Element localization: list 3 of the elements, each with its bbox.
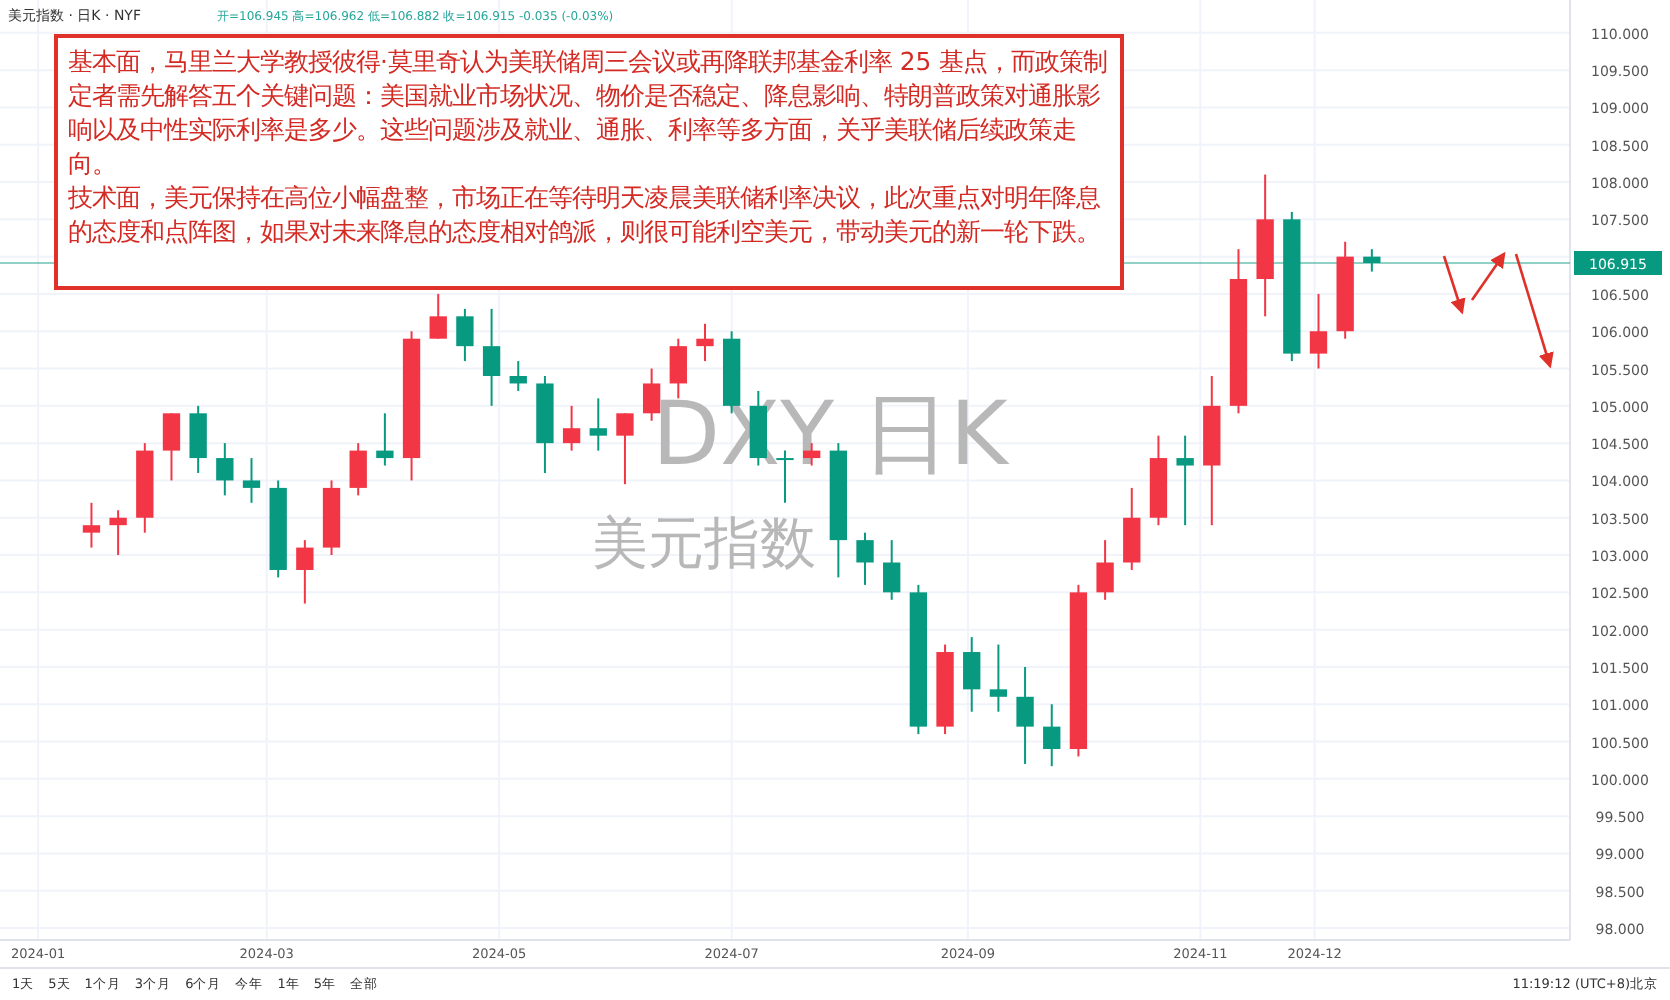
annotation: 美元指数 xyxy=(592,510,816,576)
annotation: 基本面，马里兰大学教授彼得·莫里奇认为美联储周三会议或再降联邦基金利率 25 基点，而政策制定者需先解答五个关键问题：美国就业市场状况、物价是否稳定、降息影响、特朗普政策对通胀影响以及中性实际利率是多少。这些问题涉及就业、通胀、利率等多方面，关乎美联储后续政策走向。 xyxy=(68,44,1110,180)
annotation: 技术面，美元保持在高位小幅盘整，市场正在等待明天凌晨美联储利率决议，此次重点对明年降息的态度和点阵图，如果对未来降息的态度相对鸽派，则很可能利空美元，带动美元的新一轮下跌。 xyxy=(68,180,1102,248)
